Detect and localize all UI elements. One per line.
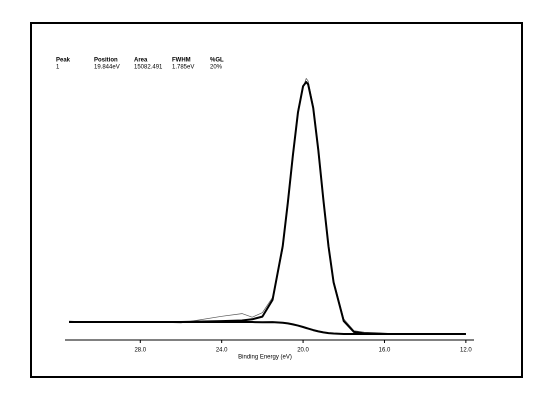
x-tick-label: 12.0	[460, 348, 472, 354]
series-line	[69, 78, 466, 335]
x-tick-label: 24.0	[216, 348, 228, 354]
table-cell: 20%	[210, 65, 223, 71]
x-tick-label: 16.0	[379, 348, 391, 354]
table-cell: 1.785eV	[172, 65, 194, 71]
x-tick-label: 20.0	[297, 348, 309, 354]
x-axis-label: Binding Energy (eV)	[238, 355, 292, 361]
series-line	[69, 81, 466, 335]
series-line	[69, 321, 466, 335]
table-header: FWHM	[172, 58, 191, 64]
table-header: Area	[134, 58, 148, 64]
frame	[30, 22, 523, 378]
table-cell: 15082.491	[134, 65, 163, 71]
table-header: Peak	[56, 58, 71, 64]
table-header: Position	[94, 58, 118, 64]
x-tick-label: 28.0	[134, 348, 146, 354]
table-cell: 1	[56, 65, 60, 71]
table-header: %GL	[210, 58, 224, 64]
table-cell: 19.844eV	[94, 65, 120, 71]
